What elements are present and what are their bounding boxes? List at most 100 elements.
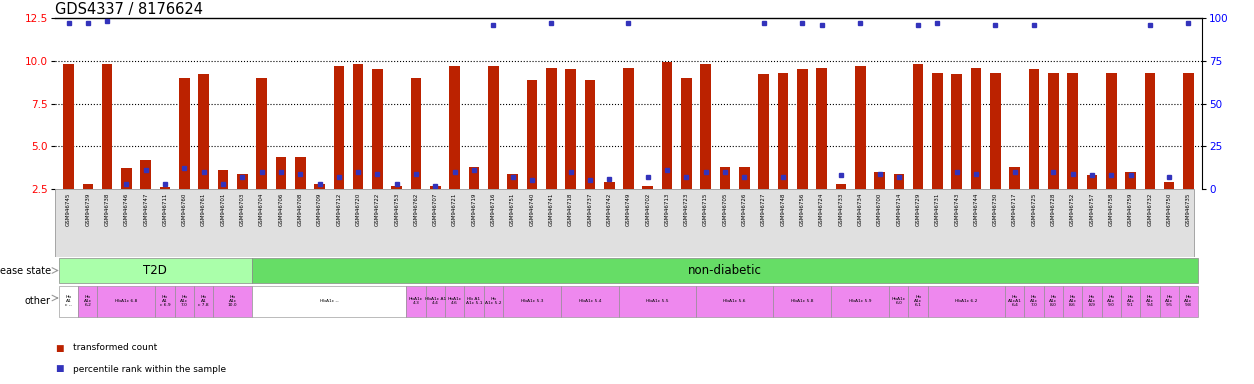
Text: GSM946711: GSM946711 <box>163 192 168 226</box>
Bar <box>1106 73 1116 189</box>
Text: GSM946750: GSM946750 <box>1166 192 1171 226</box>
Text: GSM946717: GSM946717 <box>1012 192 1017 226</box>
Text: HbA1c
4.3: HbA1c 4.3 <box>409 297 423 305</box>
Bar <box>1028 69 1040 189</box>
Bar <box>642 185 653 189</box>
Text: GSM946735: GSM946735 <box>1186 192 1191 226</box>
Text: Hb
A1cA1
6.4: Hb A1cA1 6.4 <box>1008 295 1022 307</box>
Text: Hb
A1c
9.1: Hb A1c 9.1 <box>1126 295 1135 307</box>
Text: GSM946742: GSM946742 <box>607 192 612 226</box>
Text: GSM946747: GSM946747 <box>143 192 148 226</box>
Bar <box>140 160 150 189</box>
Bar <box>98 285 155 316</box>
Bar <box>198 74 209 189</box>
Text: GSM946751: GSM946751 <box>510 192 515 226</box>
Text: ■: ■ <box>55 344 64 353</box>
Text: non-diabetic: non-diabetic <box>688 264 762 277</box>
Bar <box>503 285 561 316</box>
Bar <box>696 285 774 316</box>
Bar <box>352 64 364 189</box>
Text: ■: ■ <box>55 364 64 374</box>
Bar <box>1101 285 1121 316</box>
Bar <box>774 285 831 316</box>
Bar <box>63 64 74 189</box>
Bar <box>584 79 596 189</box>
Bar <box>122 169 132 189</box>
Bar <box>908 285 928 316</box>
Bar <box>913 64 923 189</box>
Text: HbA1c 5.4: HbA1c 5.4 <box>578 299 601 303</box>
Bar <box>545 68 557 189</box>
Text: GSM946706: GSM946706 <box>278 192 283 226</box>
Bar <box>391 185 403 189</box>
Text: GSM946705: GSM946705 <box>722 192 727 226</box>
Bar <box>430 185 440 189</box>
Text: GSM946745: GSM946745 <box>66 192 71 226</box>
Text: GSM946756: GSM946756 <box>800 192 805 226</box>
Bar <box>739 167 750 189</box>
Bar <box>1125 172 1136 189</box>
Text: GSM946741: GSM946741 <box>549 192 554 226</box>
Text: GSM946720: GSM946720 <box>356 192 361 226</box>
Text: GSM946761: GSM946761 <box>201 192 206 226</box>
Bar <box>701 64 711 189</box>
Bar <box>1043 285 1063 316</box>
Text: GSM946738: GSM946738 <box>104 192 109 226</box>
Text: GSM946733: GSM946733 <box>839 192 844 226</box>
Bar <box>78 285 98 316</box>
Text: GSM946758: GSM946758 <box>1109 192 1114 226</box>
Bar <box>1004 285 1025 316</box>
Bar <box>508 174 518 189</box>
Bar <box>1140 285 1160 316</box>
Bar <box>484 285 503 316</box>
Bar <box>759 74 769 189</box>
Text: Hb
A1
c --: Hb A1 c -- <box>65 295 71 307</box>
Bar <box>1009 167 1020 189</box>
Bar <box>1082 285 1101 316</box>
Bar <box>889 285 908 316</box>
Text: transformed count: transformed count <box>73 344 157 353</box>
Text: GSM946701: GSM946701 <box>221 192 226 226</box>
Text: GSM946704: GSM946704 <box>260 192 265 226</box>
Text: Hb
A1
c 7.8: Hb A1 c 7.8 <box>198 295 209 307</box>
Text: HbA1c 5.5: HbA1c 5.5 <box>646 299 668 303</box>
Bar <box>1160 285 1179 316</box>
Bar <box>218 170 228 189</box>
Bar <box>618 285 696 316</box>
Bar <box>1048 73 1058 189</box>
Text: GSM946709: GSM946709 <box>317 192 322 226</box>
Text: GSM946707: GSM946707 <box>433 192 438 226</box>
Text: Hb
A1c 5.2: Hb A1c 5.2 <box>485 297 502 305</box>
Text: GSM946721: GSM946721 <box>453 192 458 226</box>
Bar <box>445 285 464 316</box>
Bar <box>798 69 808 189</box>
Text: other: other <box>25 296 51 306</box>
Bar <box>527 79 537 189</box>
Bar <box>561 285 618 316</box>
Text: GSM946724: GSM946724 <box>819 192 824 226</box>
Text: GSM946722: GSM946722 <box>375 192 380 226</box>
Bar <box>623 68 633 189</box>
Bar <box>1179 285 1198 316</box>
Text: T2D: T2D <box>143 264 167 277</box>
Text: Hb
A1c
9.4: Hb A1c 9.4 <box>1146 295 1154 307</box>
Text: GSM946731: GSM946731 <box>935 192 940 226</box>
Text: GSM946744: GSM946744 <box>973 192 978 226</box>
Text: GSM946728: GSM946728 <box>1051 192 1056 226</box>
Text: Hb
A1c
10.0: Hb A1c 10.0 <box>228 295 237 307</box>
Text: GSM946759: GSM946759 <box>1129 192 1134 226</box>
Bar <box>59 285 78 316</box>
Bar <box>952 74 962 189</box>
Text: Hb
A1c
8.9: Hb A1c 8.9 <box>1088 295 1096 307</box>
Text: Hb
A1c
9.8: Hb A1c 9.8 <box>1185 295 1193 307</box>
Text: GSM946743: GSM946743 <box>954 192 959 226</box>
Bar <box>426 285 445 316</box>
Bar <box>295 157 306 189</box>
Text: GSM946718: GSM946718 <box>568 192 573 226</box>
Text: GSM946716: GSM946716 <box>490 192 495 226</box>
Text: GSM946708: GSM946708 <box>297 192 302 226</box>
Bar <box>1164 182 1175 189</box>
Text: HbA1c A1
4.4: HbA1c A1 4.4 <box>425 297 446 305</box>
Text: Hb
A1c
7.0: Hb A1c 7.0 <box>181 295 188 307</box>
Bar <box>1145 73 1155 189</box>
